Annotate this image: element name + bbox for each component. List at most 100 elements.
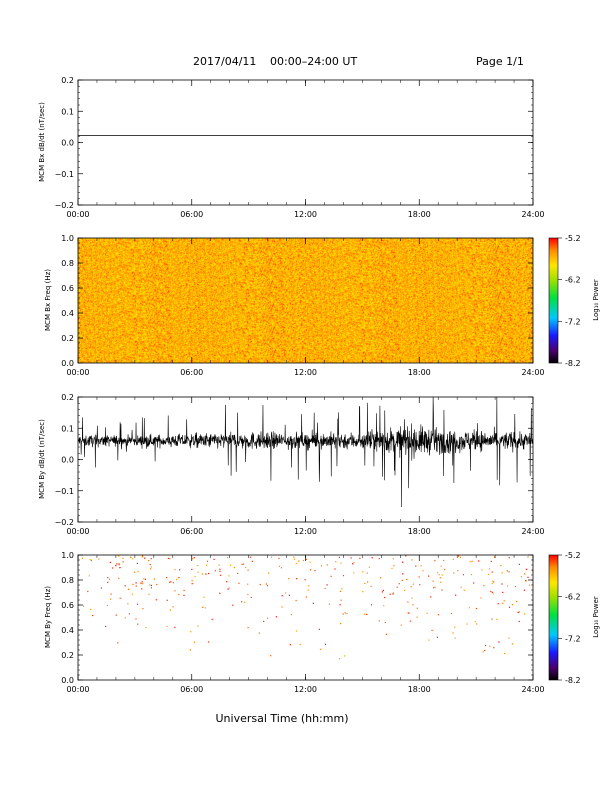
- spectrogram-point: [497, 603, 499, 605]
- spectrogram-point: [518, 563, 520, 565]
- spectrogram-point: [144, 557, 146, 559]
- x-tick-label: 24:00: [521, 368, 544, 377]
- spectrogram-point: [105, 625, 107, 627]
- spectrogram-point: [307, 589, 309, 591]
- spectrogram-point: [402, 561, 404, 563]
- by-dbdt-trace: [77, 396, 534, 507]
- x-tick-label: 00:00: [66, 368, 89, 377]
- spectrogram-point: [206, 560, 209, 562]
- spectrogram-point: [466, 623, 468, 625]
- spectrogram-point: [326, 564, 328, 566]
- spectrogram-point: [227, 588, 229, 590]
- spectrogram-point: [342, 613, 344, 615]
- spectrogram-point: [338, 556, 340, 558]
- colorbar-tick-label: -6.2: [565, 276, 581, 285]
- spectrogram-point: [119, 566, 121, 569]
- spectrogram-point: [149, 563, 151, 566]
- spectrogram-point: [353, 561, 355, 563]
- spectrogram-point: [183, 589, 185, 592]
- spectrogram-point: [244, 601, 246, 603]
- page-header: 2017/04/11 00:00–24:00 UT Page 1/1: [193, 55, 524, 68]
- spectrogram-point: [150, 566, 152, 568]
- spectrogram-point: [340, 562, 342, 564]
- spectrogram-point: [483, 585, 485, 587]
- spectrogram-point: [454, 637, 456, 639]
- spectrogram-point: [174, 590, 176, 592]
- spectrogram-point: [514, 586, 517, 588]
- spectrogram-point: [393, 565, 395, 567]
- spectrogram-point: [523, 613, 526, 615]
- spectrogram-point: [118, 577, 120, 579]
- spectrogram-point: [523, 589, 525, 591]
- spectrogram-point: [293, 558, 295, 560]
- spectrogram-point: [127, 588, 130, 590]
- spectrogram-point: [366, 572, 368, 574]
- spectrogram-point: [228, 587, 230, 589]
- spectrogram-point: [379, 577, 382, 579]
- spectrogram-point: [501, 572, 503, 574]
- colorbar-tick-label: -8.2: [565, 676, 581, 685]
- spectrogram-point: [508, 557, 510, 559]
- spectrogram-point: [496, 618, 498, 620]
- spectrogram-point: [136, 603, 139, 605]
- spectrogram-point: [87, 590, 89, 593]
- spectrogram-point: [412, 583, 414, 585]
- spectrogram-point: [156, 583, 158, 586]
- spectrogram-point: [370, 604, 373, 606]
- spectrogram-point: [385, 633, 387, 635]
- spectrogram-point: [134, 571, 136, 573]
- spectrogram-point: [197, 625, 199, 627]
- spectrogram-point: [418, 576, 420, 578]
- spectrogram-point: [166, 599, 168, 601]
- spectrogram-point: [290, 614, 292, 616]
- spectrogram-point: [366, 613, 368, 615]
- spectrogram-point: [431, 629, 433, 631]
- spectrogram-point: [179, 569, 181, 571]
- spectrogram-point: [118, 564, 120, 566]
- y-tick-label: 1.0: [61, 234, 74, 243]
- spectrogram-point: [437, 572, 439, 574]
- spectrogram-point: [391, 567, 393, 569]
- y-tick-label: 0.0: [61, 676, 74, 685]
- spectrogram-point: [428, 575, 430, 577]
- spectrogram-point: [458, 555, 460, 557]
- spectrogram-point: [207, 641, 210, 643]
- spectrogram-point: [488, 573, 490, 575]
- spectrogram-point: [492, 580, 494, 582]
- spectrogram-point: [469, 561, 471, 563]
- spectrogram-point: [150, 558, 152, 560]
- spectrogram-point: [491, 618, 493, 620]
- spectrogram-point: [250, 596, 252, 598]
- spectrogram-point: [218, 564, 220, 566]
- spectrogram-point: [406, 578, 408, 580]
- spectrogram-point: [419, 584, 421, 586]
- x-tick-label: 18:00: [408, 685, 431, 694]
- spectrogram-point: [455, 594, 457, 596]
- spectrogram-point: [400, 624, 402, 626]
- spectrogram-point: [145, 627, 147, 629]
- spectrogram-point: [344, 655, 346, 657]
- spectrogram-point: [98, 558, 100, 560]
- spectrogram-point: [205, 573, 207, 575]
- x-tick-label: 00:00: [66, 527, 89, 536]
- spectrogram-point: [350, 557, 352, 559]
- spectrogram-point: [309, 569, 312, 571]
- spectrogram-point: [110, 593, 112, 595]
- spectrogram-point: [407, 612, 409, 614]
- spectrogram-point: [324, 643, 327, 645]
- spectrogram-point: [503, 600, 505, 602]
- spectrogram-point: [440, 581, 442, 583]
- spectrogram-point: [298, 560, 300, 562]
- spectrogram-point: [493, 647, 495, 649]
- spectrogram-point: [197, 571, 199, 573]
- spectrogram-point: [132, 558, 134, 560]
- y-tick-label: 0.4: [61, 309, 74, 318]
- spectrogram-point: [335, 561, 337, 563]
- spectrogram-point: [122, 557, 124, 559]
- spectrogram-point: [500, 565, 502, 567]
- spectrogram-point: [208, 572, 210, 575]
- spectrogram-point: [118, 563, 120, 565]
- panel-3-ylabel: MCM By dB/dt (nT/sec): [38, 419, 46, 499]
- spectrogram-point: [470, 574, 473, 576]
